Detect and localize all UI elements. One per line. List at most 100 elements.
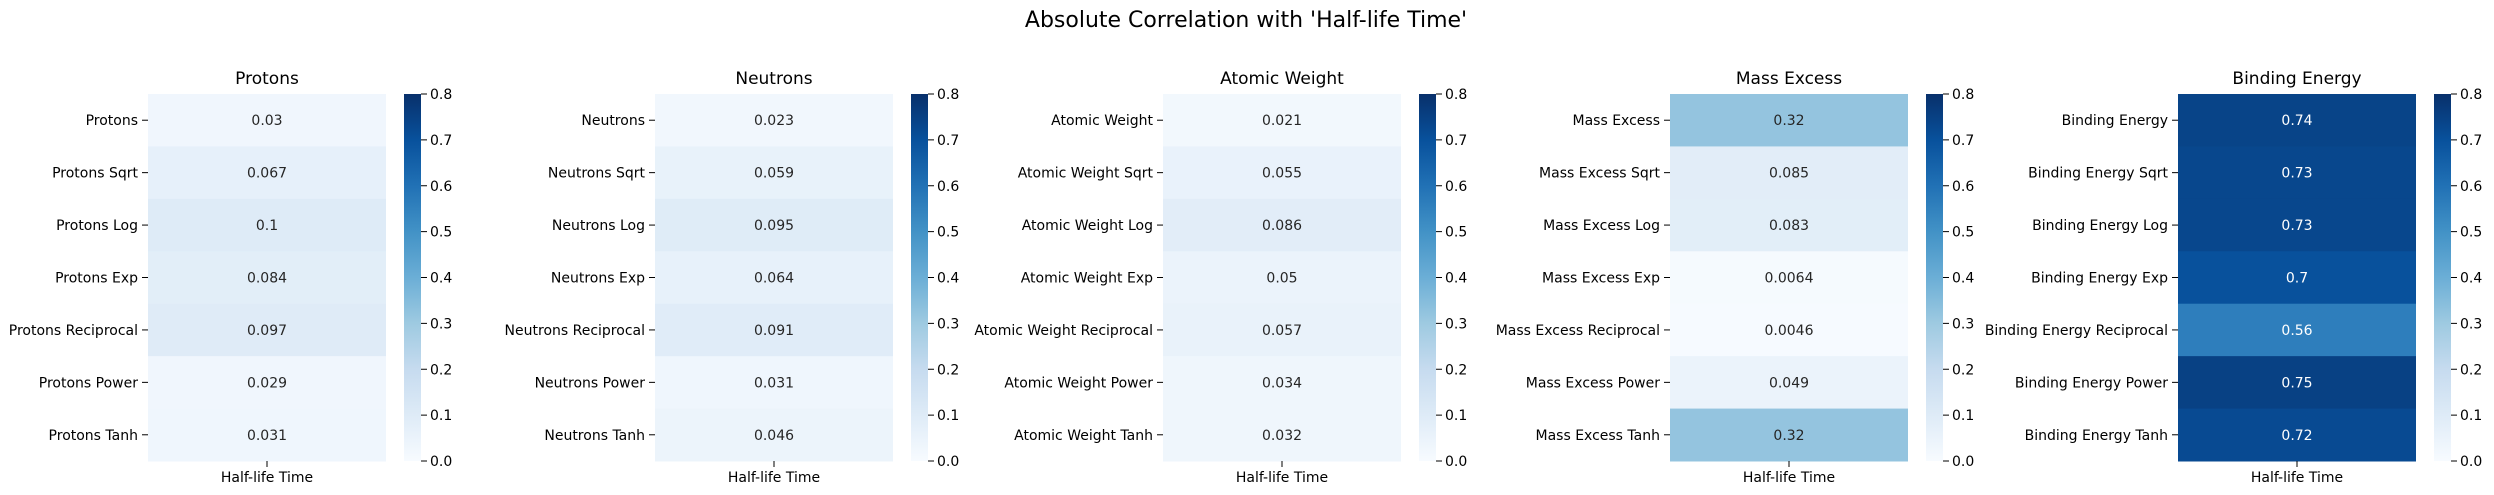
cell-value-label: 0.72 [2281, 428, 2312, 444]
row-tick-label: Neutrons Sqrt [548, 166, 646, 182]
colorbar-tick-label: 0.8 [430, 87, 452, 103]
row-tick-label: Protons Tanh [49, 428, 138, 444]
heatmap-cell [1670, 408, 1908, 462]
heatmap-cell [148, 251, 386, 305]
cell-value-label: 0.032 [1262, 428, 1302, 444]
colorbar-tick-label: 0.4 [937, 271, 959, 287]
cell-value-label: 0.73 [2281, 218, 2312, 234]
x-tick-label: Half-life Time [2251, 470, 2343, 486]
cell-value-label: 0.091 [754, 323, 794, 339]
cell-value-label: 0.097 [247, 323, 287, 339]
cell-value-label: 0.084 [247, 271, 287, 287]
cell-value-label: 0.05 [1266, 271, 1297, 287]
cell-value-label: 0.56 [2281, 323, 2312, 339]
heatmap-panel-3: Atomic Weight 0.021 Atomic Weight 0.055 Atom… [974, 69, 1467, 486]
row-tick-label: Binding Energy Sqrt [2028, 166, 2168, 182]
colorbar-tick-label: 0.7 [430, 133, 452, 149]
colorbar-tick-label: 0.8 [2460, 87, 2482, 103]
row-tick-label: Atomic Weight Power [1004, 375, 1153, 391]
colorbar-tick-label: 0.8 [1952, 87, 1974, 103]
heatmap-cell [655, 356, 893, 410]
heatmap-cell [148, 198, 386, 252]
row-tick-label: Mass Excess Reciprocal [1496, 323, 1660, 339]
row-tick-label: Neutrons Log [552, 218, 645, 234]
colorbar-tick-label: 0.3 [1952, 316, 1974, 332]
row-tick-label: Mass Excess Sqrt [1539, 166, 1660, 182]
colorbar-tick-label: 0.6 [430, 179, 452, 195]
colorbar-tick-label: 0.2 [430, 362, 452, 378]
heatmap-cell [1670, 303, 1908, 357]
heatmap-cell [1163, 94, 1401, 147]
panel-title: Mass Excess [1736, 69, 1842, 89]
panel-title: Atomic Weight [1220, 69, 1344, 89]
colorbar-tick-label: 0.5 [937, 225, 959, 241]
colorbar-tick-label: 0.2 [2460, 362, 2482, 378]
colorbar-tick-label: 0.5 [2460, 225, 2482, 241]
colorbar-tick-label: 0.2 [1952, 362, 1974, 378]
cell-value-label: 0.023 [754, 113, 794, 129]
heatmap-cell [2178, 356, 2416, 410]
row-tick-label: Protons Exp [55, 271, 138, 287]
cell-value-label: 0.049 [1769, 375, 1809, 391]
panel-title: Neutrons [735, 69, 812, 89]
cell-value-label: 0.095 [754, 218, 794, 234]
heatmap-cell [655, 251, 893, 305]
colorbar-tick-label: 0.3 [1445, 316, 1467, 332]
heatmap-cell [2178, 146, 2416, 200]
colorbar-tick-label: 0.4 [1952, 271, 1974, 287]
row-tick-label: Atomic Weight Exp [1021, 271, 1153, 287]
cell-value-label: 0.083 [1769, 218, 1809, 234]
heatmap-cell [1163, 198, 1401, 252]
cell-value-label: 0.034 [1262, 375, 1302, 391]
heatmap-cell [1670, 94, 1908, 147]
heatmap-cell [1670, 198, 1908, 252]
colorbar-tick-label: 0.6 [1952, 179, 1974, 195]
row-tick-label: Mass Excess Exp [1542, 271, 1660, 287]
colorbar-tick-label: 0.0 [430, 454, 452, 470]
colorbar-tick-label: 0.4 [430, 271, 452, 287]
figure-title: Absolute Correlation with 'Half-life Tim… [1025, 8, 1467, 33]
cell-value-label: 0.32 [1773, 113, 1804, 129]
panel-title: Binding Energy [2232, 69, 2361, 89]
cell-value-label: 0.085 [1769, 166, 1809, 182]
colorbar-tick-label: 0.6 [2460, 179, 2482, 195]
colorbar-tick-label: 0.7 [2460, 133, 2482, 149]
heatmap-cell [148, 146, 386, 200]
heatmap-panel-2: Neutrons 0.023 Neutrons 0.059 Neutrons Sqrt 0… [505, 69, 960, 486]
cell-value-label: 0.7 [2286, 271, 2308, 287]
colorbar [1419, 94, 1436, 461]
colorbar-tick-label: 0.3 [2460, 316, 2482, 332]
heatmap-cell [655, 94, 893, 147]
colorbar-tick-label: 0.6 [937, 179, 959, 195]
heatmap-panel-4: Mass Excess 0.32 Mass Excess 0.085 Mass Exce… [1496, 69, 1975, 486]
colorbar-tick-label: 0.1 [430, 408, 452, 424]
cell-value-label: 0.064 [754, 271, 794, 287]
cell-value-label: 0.0064 [1765, 271, 1814, 287]
cell-value-label: 0.32 [1773, 428, 1804, 444]
heatmap-cell [1163, 408, 1401, 462]
x-tick-label: Half-life Time [1236, 470, 1328, 486]
row-tick-label: Atomic Weight Sqrt [1018, 166, 1154, 182]
colorbar-tick-label: 0.1 [1952, 408, 1974, 424]
heatmap-cell [148, 303, 386, 357]
heatmap-cell [2178, 251, 2416, 305]
heatmap-cell [655, 198, 893, 252]
row-tick-label: Protons Log [56, 218, 138, 234]
colorbar-tick-label: 0.0 [1952, 454, 1974, 470]
cell-value-label: 0.73 [2281, 166, 2312, 182]
colorbar-tick-label: 0.5 [430, 225, 452, 241]
row-tick-label: Binding Energy Power [2015, 375, 2168, 391]
colorbar-tick-label: 0.6 [1445, 179, 1467, 195]
row-tick-label: Mass Excess [1573, 113, 1660, 129]
colorbar [911, 94, 928, 461]
row-tick-label: Binding Energy [2062, 113, 2168, 129]
heatmap-cell [1163, 146, 1401, 200]
row-tick-label: Protons [86, 113, 138, 129]
colorbar-tick-label: 0.4 [1445, 271, 1467, 287]
cell-value-label: 0.74 [2281, 113, 2312, 129]
row-tick-label: Mass Excess Tanh [1536, 428, 1661, 444]
heatmap-cell [148, 94, 386, 147]
row-tick-label: Binding Energy Tanh [2025, 428, 2168, 444]
heatmap-cell [1670, 146, 1908, 200]
heatmap-cell [1670, 251, 1908, 305]
